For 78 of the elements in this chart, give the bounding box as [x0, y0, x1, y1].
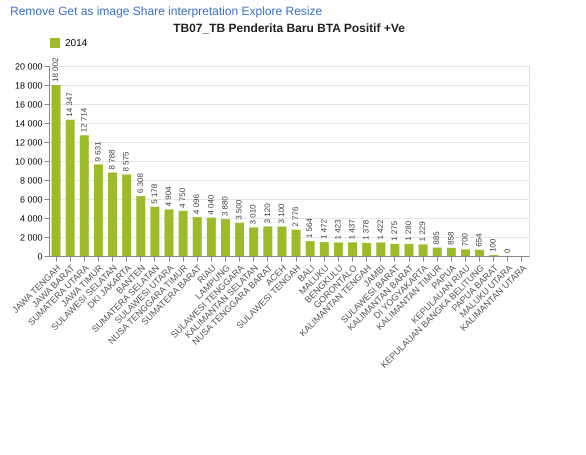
legend-label: 2014 [65, 38, 88, 49]
bar [362, 242, 372, 256]
data-label: 4 040 [206, 194, 216, 215]
data-label: 3 100 [276, 202, 286, 224]
data-label: 4 750 [178, 187, 188, 208]
data-label: 885 [432, 230, 442, 245]
bar [390, 244, 400, 256]
data-label: 700 [460, 232, 470, 246]
bar [432, 248, 442, 256]
y-tick-label: 18 000 [14, 80, 42, 90]
y-tick-label: 12 000 [14, 138, 42, 148]
y-tick-label: 6 000 [20, 194, 42, 204]
bar [320, 242, 329, 256]
bar [348, 242, 358, 256]
bar [94, 164, 103, 256]
data-label: 1 564 [305, 218, 314, 238]
bar [122, 174, 132, 256]
y-tick-label: 0 [37, 252, 42, 262]
data-label: 12 714 [79, 107, 88, 132]
data-label: 8 788 [108, 148, 117, 170]
bar [108, 172, 118, 256]
y-tick-label: 4 000 [20, 214, 42, 224]
data-label: 1 437 [348, 218, 357, 240]
bar [404, 244, 414, 256]
bar [292, 230, 301, 256]
y-tick-label: 16 000 [14, 100, 42, 110]
bar [376, 242, 386, 256]
data-label: 1 422 [376, 218, 385, 240]
data-label: 1 229 [418, 220, 428, 242]
data-label: 1 378 [362, 219, 371, 240]
chart-title: TB07_TB Penderita Baru BTA Positif +Ve [173, 21, 406, 35]
data-label: 18 002 [51, 56, 60, 82]
bar [136, 196, 146, 256]
y-tick-label: 2 000 [20, 232, 42, 242]
bar [206, 218, 216, 256]
bar [460, 249, 470, 256]
bar [80, 135, 89, 256]
y-tick-label: 10 000 [14, 156, 42, 166]
bar [263, 226, 272, 256]
data-label: 1 472 [319, 218, 328, 240]
data-label: 4 096 [192, 194, 202, 214]
bar [164, 209, 174, 256]
bar [235, 222, 244, 256]
data-label: 2 776 [291, 206, 300, 227]
data-label: 3 500 [234, 199, 244, 220]
bar [475, 250, 484, 256]
bar [334, 242, 343, 256]
bar [220, 219, 230, 256]
bar [66, 120, 75, 256]
bar [418, 244, 428, 256]
data-label: 654 [474, 232, 484, 247]
bar [277, 226, 286, 256]
bar [306, 241, 315, 256]
y-tick-label: 14 000 [14, 118, 42, 128]
data-label: 4 904 [164, 186, 173, 206]
data-label: 8 575 [122, 150, 131, 172]
data-label: 9 631 [93, 140, 102, 162]
bar [446, 248, 456, 256]
y-tick-label: 20 000 [14, 62, 42, 72]
text: Remove Get as image Share interpretation Explore Resize [10, 4, 322, 18]
bar [52, 84, 61, 256]
bar [249, 227, 258, 256]
data-label: 0 [502, 248, 512, 253]
data-label: 1 275 [390, 220, 399, 241]
bar [178, 210, 188, 256]
data-label: 3 120 [262, 202, 272, 224]
data-label: 858 [446, 230, 456, 245]
data-label: 6 308 [136, 172, 145, 194]
bar [150, 206, 160, 256]
data-label: 5 178 [150, 183, 159, 204]
data-label: 1 423 [333, 218, 342, 240]
bar [192, 217, 202, 256]
data-label: 3 880 [220, 196, 230, 216]
y-tick-label: 8 000 [20, 176, 42, 186]
data-label: 1 280 [404, 220, 413, 241]
data-label: 14 347 [65, 92, 74, 117]
data-label: 100 [488, 238, 498, 252]
data-label: 3 010 [248, 204, 258, 224]
